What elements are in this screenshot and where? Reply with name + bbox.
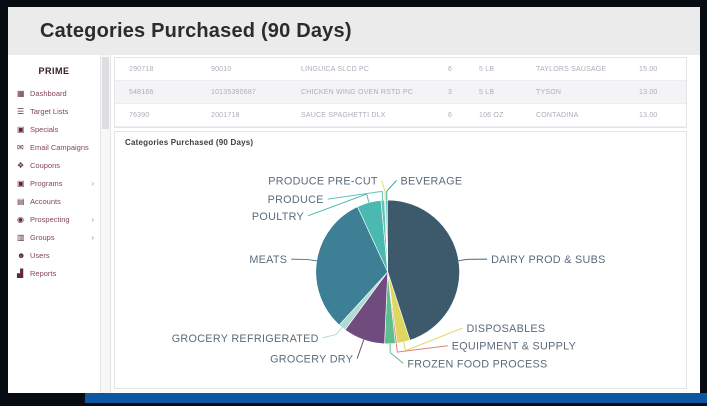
table-cell: SAUCE SPAGHETTI DLX (301, 111, 386, 119)
dashboard-icon: ▦ (17, 88, 25, 98)
table-cell: 15.00 (639, 65, 658, 73)
label-connector (322, 327, 343, 339)
sidebar-nav: ▦ Dashboard ☰ Target Lists ▣ Specials ✉ Email C… (8, 84, 100, 282)
sidebar-item-accounts[interactable]: ▤ Accounts (8, 192, 100, 210)
table-cell: TYSON (536, 88, 562, 96)
main-content: 290718 90010 LINGUICA SLCD PC 6 5 LB TAYLORS … (111, 55, 690, 393)
bottom-accent-bar (85, 393, 707, 403)
pie-slice-beverage[interactable] (385, 199, 388, 272)
table-cell: CONTADINA (536, 111, 579, 119)
table-row[interactable]: 548166 10135390687 CHICKEN WING OVEN RSTD … (115, 81, 686, 104)
programs-icon: ▣ (17, 178, 25, 188)
pie-label-meats: MEATS (249, 254, 287, 266)
coupon-icon: ❖ (17, 160, 25, 170)
sidebar-item-label: Specials (30, 124, 59, 134)
bar-chart-icon: ▟ (17, 268, 24, 278)
pie-slice-meats[interactable] (315, 206, 389, 326)
chevron-right-icon: › (91, 214, 94, 224)
table-cell: 6 (448, 65, 453, 73)
sidebar-item-label: Programs (30, 178, 63, 188)
table-row[interactable]: 76390 2001718 SAUCE SPAGHETTI DLX 6 106 OZ CO… (115, 104, 686, 127)
pie-label-dairy-prod-subs: DAIRY PROD & SUBS (491, 254, 606, 266)
pie-label-produce: PRODUCE (268, 194, 324, 206)
sidebar-item-email-campaigns[interactable]: ✉ Email Campaigns (8, 138, 100, 156)
label-connector (356, 339, 365, 359)
sidebar-item-programs[interactable]: ▣ Programs › (8, 174, 100, 192)
pie-label-frozen-food-process: FROZEN FOOD PROCESS (407, 358, 547, 370)
sidebar-item-coupons[interactable]: ❖ Coupons (8, 156, 100, 174)
label-connector (291, 258, 317, 262)
products-table: 290718 90010 LINGUICA SLCD PC 6 5 LB TAYLORS … (115, 58, 686, 127)
table-cell: 90010 (211, 65, 232, 73)
table-cell: 106 OZ (479, 111, 504, 119)
label-connector (389, 343, 404, 364)
chevron-right-icon: › (91, 232, 94, 242)
categories-pie-chart: DAIRY PROD & SUBS DISPOSABLES EQUIPMENT & … (172, 175, 606, 370)
sidebar-item-users[interactable]: ☻ Users (8, 246, 100, 264)
pie-label-poultry: POULTRY (252, 211, 304, 223)
page-header: Categories Purchased (90 Days) (8, 7, 700, 55)
sidebar-item-dashboard[interactable]: ▦ Dashboard (8, 84, 100, 102)
accounts-icon: ▤ (17, 196, 25, 206)
table-cell: 76390 (129, 111, 150, 119)
table-cell: 13.00 (639, 88, 658, 96)
groups-icon: ▥ (17, 232, 25, 242)
table-cell: LINGUICA SLCD PC (301, 65, 370, 73)
pie-slice-dairy-prod-subs[interactable] (387, 199, 460, 341)
table-cell: 5 LB (479, 88, 495, 96)
table-cell: CHICKEN WING OVEN RSTD PC (301, 88, 413, 96)
app-area: PRIME ▦ Dashboard ☰ Target Lists ▣ Specials ✉ E… (8, 55, 700, 393)
label-connector (395, 343, 448, 353)
brand-logo: PRIME (38, 66, 70, 76)
table-cell: 2001718 (211, 111, 240, 119)
table-cell: 13.00 (639, 111, 658, 119)
sidebar-item-reports[interactable]: ▟ Reports (8, 264, 100, 282)
sidebar-item-label: Target Lists (30, 106, 69, 116)
page-title: Categories Purchased (90 Days) (40, 20, 352, 42)
pie-label-disposables: DISPOSABLES (466, 323, 545, 335)
sidebar-item-prospecting[interactable]: ◉ Prospecting › (8, 210, 100, 228)
table-cell: 290718 (129, 65, 154, 73)
sidebar-item-label: Coupons (30, 160, 61, 170)
sidebar-item-label: Dashboard (30, 88, 67, 98)
table-cell: TAYLORS SAUSAGE (536, 65, 607, 73)
pie-label-produce-pre-cut: PRODUCE PRE-CUT (268, 175, 378, 187)
sidebar-item-label: Prospecting (30, 214, 70, 224)
label-connector (386, 180, 397, 201)
sidebar-item-label: Users (30, 250, 50, 260)
table-cell: 5 LB (479, 65, 495, 73)
label-connector (327, 190, 384, 201)
sidebar-item-groups[interactable]: ▥ Groups › (8, 228, 100, 246)
sidebar-item-label: Accounts (30, 196, 61, 206)
sidebar-item-label: Reports (30, 268, 57, 278)
sidebar-item-target-lists[interactable]: ☰ Target Lists (8, 102, 100, 120)
briefcase-icon: ▣ (17, 124, 25, 134)
pie-label-grocery-dry: GROCERY DRY (270, 354, 353, 366)
sidebar-item-specials[interactable]: ▣ Specials (8, 120, 100, 138)
table-cell: 548166 (129, 88, 154, 96)
sidebar: PRIME ▦ Dashboard ☰ Target Lists ▣ Specials ✉ E… (8, 55, 100, 393)
products-table-card: 290718 90010 LINGUICA SLCD PC 6 5 LB TAYLORS … (114, 57, 687, 128)
pin-icon: ◉ (17, 214, 24, 224)
chevron-right-icon: › (91, 178, 94, 188)
label-connector (458, 258, 488, 262)
label-connector (381, 180, 386, 201)
users-icon: ☻ (17, 250, 26, 260)
table-cell: 6 (448, 111, 453, 119)
categories-chart-card: Categories Purchased (90 Days) DAIRY PRO… (114, 131, 687, 389)
sidebar-item-label: Email Campaigns (30, 142, 89, 152)
pie-label-equipment-supply: EQUIPMENT & SUPPLY (452, 341, 576, 353)
sidebar-scrollbar[interactable] (100, 55, 111, 393)
table-cell: 10135390687 (211, 88, 257, 96)
table-cell: 3 (448, 88, 453, 96)
list-icon: ☰ (17, 106, 25, 116)
table-row[interactable]: 290718 90010 LINGUICA SLCD PC 6 5 LB TAYLORS … (115, 58, 686, 81)
envelope-icon: ✉ (17, 142, 24, 152)
pie-label-grocery-refrigerated: GROCERY REFRIGERATED (172, 333, 319, 345)
scrollbar-thumb[interactable] (102, 57, 109, 129)
sidebar-item-label: Groups (30, 232, 55, 242)
chart-section-title: Categories Purchased (90 Days) (125, 138, 254, 147)
pie-label-beverage: BEVERAGE (401, 175, 463, 187)
